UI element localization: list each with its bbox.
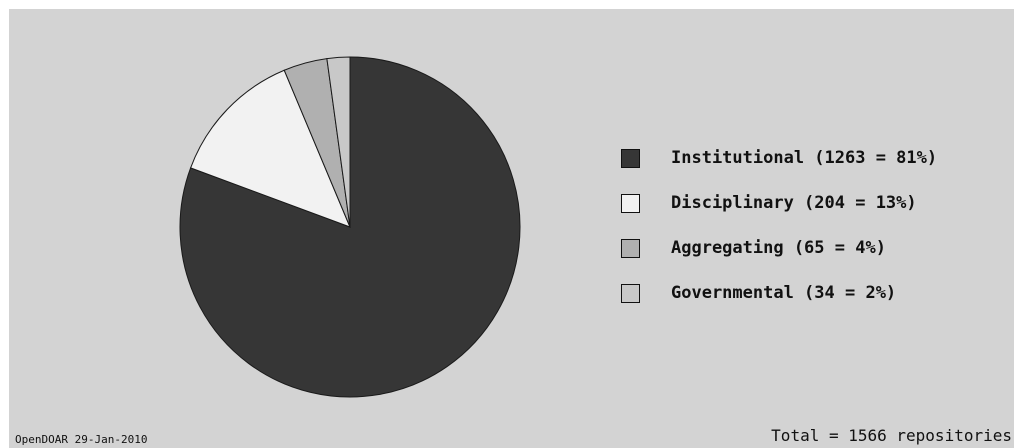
legend-label-disciplinary: Disciplinary (204 = 13%) (671, 193, 917, 213)
chart-canvas: Institutional (1263 = 81%) Disciplinary … (9, 9, 1014, 448)
legend-swatch-governmental (621, 283, 640, 303)
legend-item-institutional: Institutional (1263 = 81%) (621, 147, 937, 169)
legend-swatch-institutional (621, 148, 640, 168)
source-date-label: OpenDOAR 29-Jan-2010 (15, 433, 148, 446)
legend-label-governmental: Governmental (34 = 2%) (671, 283, 897, 303)
legend-swatch-disciplinary (621, 193, 640, 213)
legend-item-disciplinary: Disciplinary (204 = 13%) (621, 192, 937, 214)
total-repositories-label: Total = 1566 repositories (771, 426, 1012, 445)
legend: Institutional (1263 = 81%) Disciplinary … (621, 147, 937, 327)
legend-swatch-aggregating (621, 238, 640, 258)
legend-item-aggregating: Aggregating (65 = 4%) (621, 237, 937, 259)
pie-slice-governmental (326, 56, 351, 228)
pie-slice-disciplinary (189, 69, 351, 228)
legend-label-aggregating: Aggregating (65 = 4%) (671, 238, 886, 258)
legend-label-institutional: Institutional (1263 = 81%) (671, 148, 938, 168)
legend-item-governmental: Governmental (34 = 2%) (621, 282, 937, 304)
pie-chart (179, 56, 521, 398)
